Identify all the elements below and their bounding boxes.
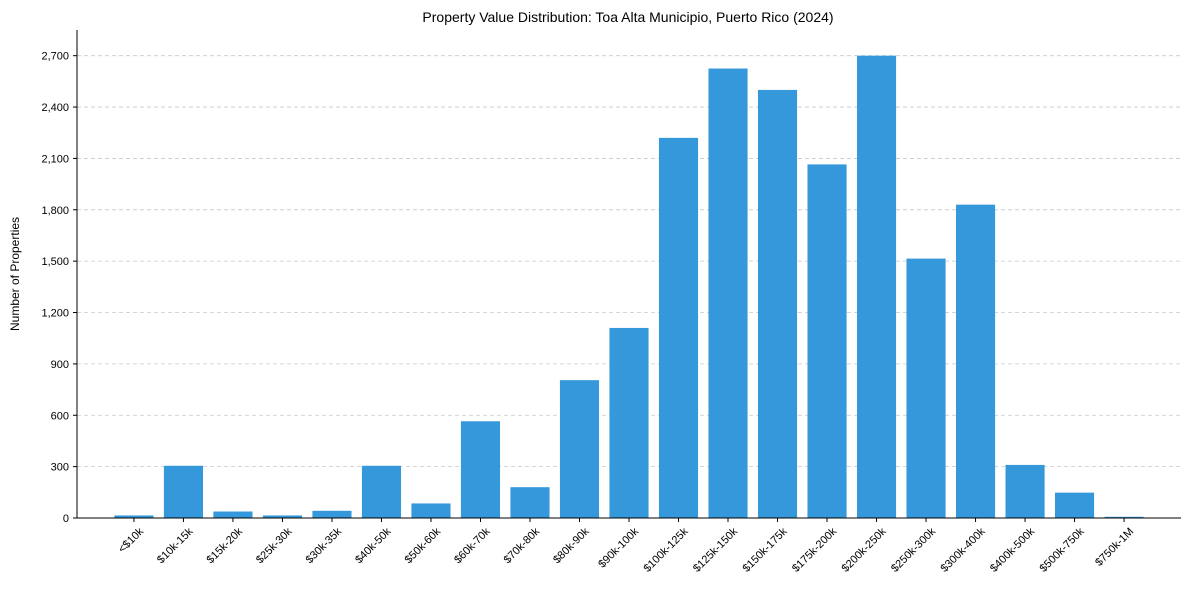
- x-tick-label: $15k-20k: [205, 525, 246, 566]
- x-tick-label: $150k-175k: [740, 525, 789, 574]
- bar: [213, 511, 253, 518]
- bar: [807, 164, 847, 518]
- y-tick-label: 2,400: [41, 102, 69, 114]
- bar: [856, 55, 897, 519]
- bar: [163, 465, 203, 518]
- bar: [708, 68, 748, 519]
- y-tick-label: 0: [63, 513, 69, 525]
- bar: [757, 89, 798, 519]
- x-tick-label: $25k-30k: [254, 525, 295, 566]
- y-tick-label: 600: [51, 410, 69, 422]
- y-tick-label: 900: [51, 359, 69, 371]
- x-tick-label: $400k-500k: [988, 525, 1037, 574]
- y-axis-label: Number of Properties: [8, 217, 22, 331]
- bar: [559, 380, 600, 518]
- x-tick-label: $250k-300k: [889, 525, 938, 574]
- y-tick-label: 1,500: [41, 256, 69, 268]
- x-tick-label: $80k-90k: [551, 525, 592, 566]
- x-tick-label: $500k-750k: [1038, 525, 1087, 574]
- x-ticks: <$10k $10k-15k $15k-20k $25k-30k $30k-35k $40…: [116, 518, 1136, 575]
- y-tick-label: 1,200: [41, 308, 69, 320]
- x-tick-label: $750k-1M: [1093, 526, 1136, 569]
- x-tick-label: $40k-50k: [353, 525, 394, 566]
- x-tick-label: $70k-80k: [502, 525, 543, 566]
- x-tick-label: <$10k: [116, 525, 146, 555]
- y-tick-label: 2,700: [41, 51, 69, 63]
- bar: [114, 515, 154, 518]
- y-ticks: 0 300 600 900 1,200 1,500 1,800 2,100 2,400 2,700: [41, 51, 77, 525]
- x-tick-label: $300k-400k: [939, 525, 988, 574]
- x-tick-label: $30k-35k: [304, 525, 345, 566]
- bar: [609, 327, 649, 518]
- x-tick-label: $90k-100k: [596, 525, 641, 570]
- bar: [460, 421, 501, 518]
- x-tick-label: $125k-150k: [691, 525, 740, 574]
- bar: [1055, 492, 1095, 518]
- bar: [906, 258, 946, 518]
- bar: [510, 487, 550, 518]
- x-tick-label: $200k-250k: [840, 525, 889, 574]
- bar: [955, 204, 996, 518]
- y-tick-label: 1,800: [41, 205, 69, 217]
- y-tick-label: 2,100: [41, 153, 69, 165]
- bar: [1005, 464, 1045, 518]
- y-tick-label: 300: [51, 462, 69, 474]
- bar: [411, 503, 451, 518]
- bar: [658, 137, 699, 518]
- x-tick-label: $100k-125k: [641, 525, 690, 574]
- x-tick-label: $10k-15k: [155, 525, 196, 566]
- bars-group: [114, 55, 1144, 519]
- grid-lines: [77, 55, 1181, 468]
- bar: [1104, 516, 1144, 518]
- bar: [262, 515, 303, 518]
- x-tick-label: $175k-200k: [790, 525, 839, 574]
- x-tick-label: $60k-70k: [452, 525, 493, 566]
- bar: [361, 465, 402, 518]
- x-tick-label: $50k-60k: [403, 525, 444, 566]
- chart-title: Property Value Distribution: Toa Alta Mu…: [422, 9, 833, 25]
- bar: [312, 510, 352, 518]
